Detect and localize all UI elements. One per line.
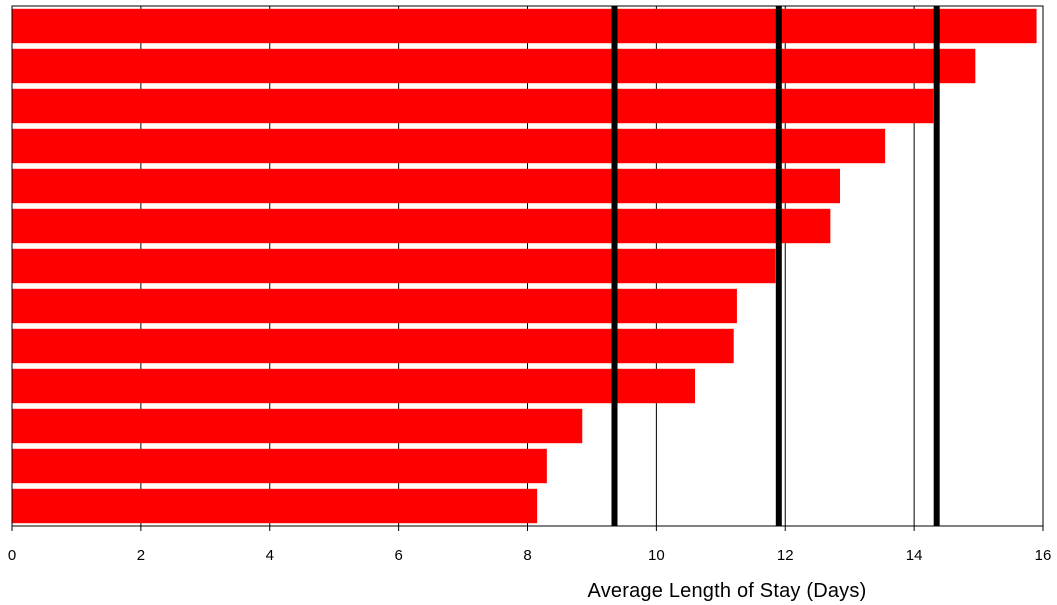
x-tick-label: 2: [137, 547, 145, 564]
bar: [12, 288, 737, 324]
bar: [12, 408, 583, 444]
bar: [12, 248, 776, 284]
bar: [12, 208, 831, 244]
bar: [12, 488, 538, 524]
bar: [12, 128, 886, 164]
x-tick-label: 6: [394, 547, 402, 564]
bar: [12, 448, 547, 484]
x-tick-label: 10: [648, 547, 665, 564]
x-tick-label: 0: [8, 547, 16, 564]
bar: [12, 328, 734, 364]
bar: [12, 88, 934, 124]
bar: [12, 48, 976, 84]
bar: [12, 168, 841, 204]
x-tick-label: 12: [777, 547, 794, 564]
bar: [12, 8, 1037, 44]
x-tick-label: 8: [523, 547, 531, 564]
bars: [12, 8, 1037, 524]
reference-lines: [611, 6, 940, 526]
x-axis-tick-labels: 0 2 4 6 8 10 12 14 16: [8, 547, 1052, 564]
x-tick-label: 16: [1035, 547, 1052, 564]
x-axis-title: Average Length of Stay (Days): [588, 580, 867, 602]
bar: [12, 368, 696, 404]
x-tick-label: 14: [906, 547, 923, 564]
plot-frame: [11, 5, 1044, 531]
x-tick-label: 4: [266, 547, 274, 564]
